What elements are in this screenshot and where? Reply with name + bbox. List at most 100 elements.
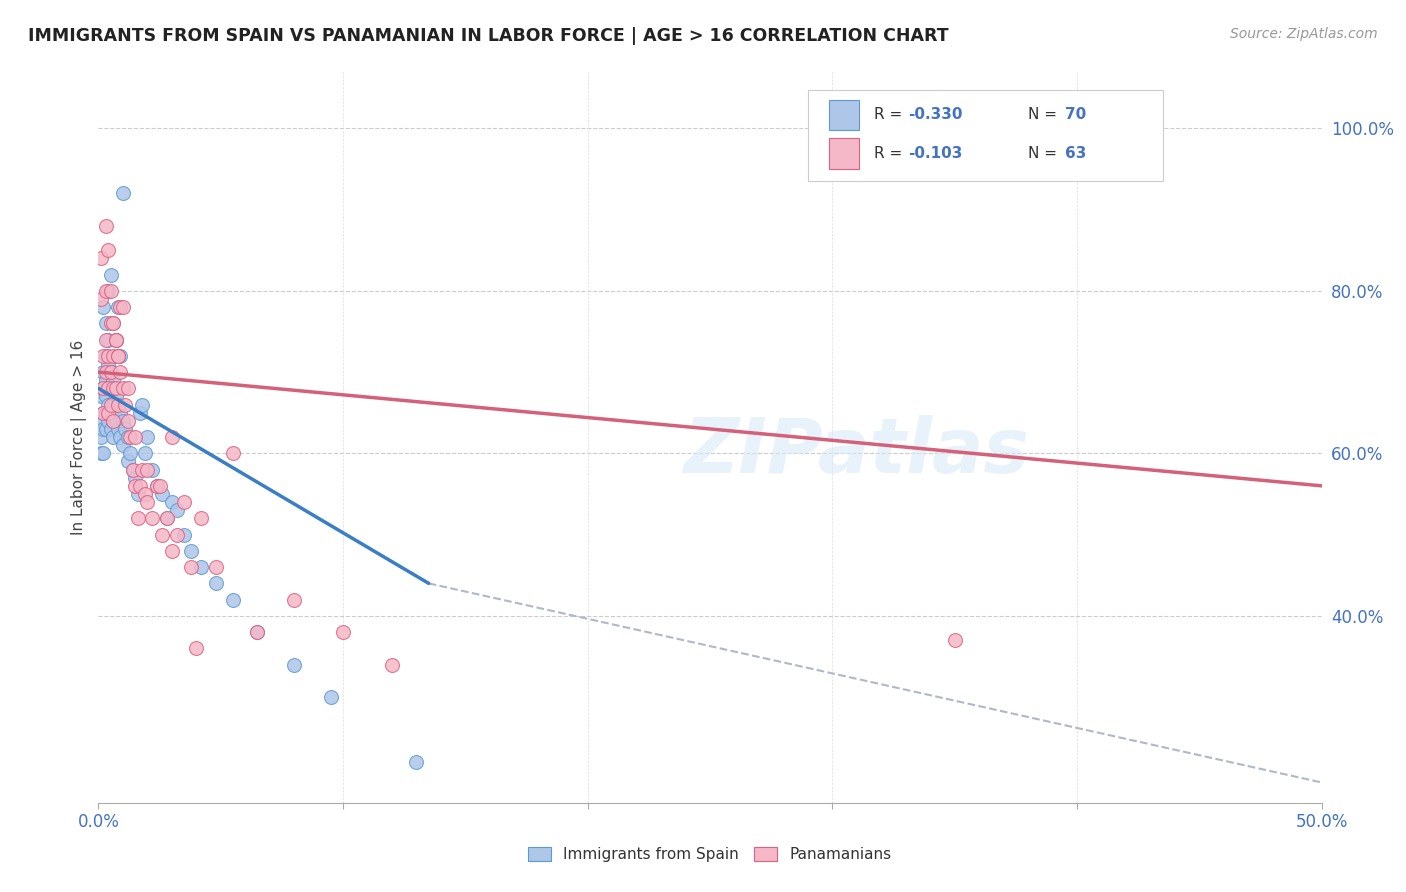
Point [110, 300, 132, 314]
Point [127, 487, 149, 501]
Point [97, 333, 120, 347]
Point [222, 592, 245, 607]
Point [91, 300, 114, 314]
Y-axis label: In Labor Force | Age > 16: In Labor Force | Age > 16 [72, 340, 87, 534]
Point [111, 381, 134, 395]
Point [94, 422, 117, 436]
Point [134, 446, 156, 460]
Point [205, 576, 228, 591]
Point [94, 284, 117, 298]
Point [124, 479, 146, 493]
Point [104, 389, 127, 403]
Point [117, 454, 139, 468]
Point [91, 349, 114, 363]
Point [319, 690, 342, 705]
Point [101, 316, 124, 330]
Point [246, 625, 269, 640]
Point [110, 430, 132, 444]
Point [91, 365, 114, 379]
Point [283, 592, 305, 607]
Point [190, 511, 212, 525]
Point [107, 422, 129, 436]
Point [160, 544, 183, 558]
Point [101, 349, 124, 363]
FancyBboxPatch shape [828, 100, 859, 130]
Point [107, 300, 129, 314]
Text: 63: 63 [1064, 146, 1087, 161]
Point [101, 373, 124, 387]
Point [149, 479, 172, 493]
Point [100, 365, 122, 379]
Point [180, 560, 202, 574]
Point [136, 430, 159, 444]
Point [90, 430, 112, 444]
FancyBboxPatch shape [808, 90, 1163, 181]
Point [90, 252, 112, 266]
Point [117, 430, 139, 444]
Point [100, 316, 122, 330]
Text: R =: R = [875, 146, 907, 161]
Point [166, 527, 188, 541]
Point [94, 365, 117, 379]
Point [97, 406, 120, 420]
Point [104, 414, 127, 428]
Point [97, 357, 120, 371]
Point [94, 373, 117, 387]
Point [91, 381, 114, 395]
Point [150, 527, 173, 541]
Point [110, 365, 132, 379]
Point [943, 633, 966, 648]
Point [156, 511, 179, 525]
Point [94, 389, 117, 403]
Point [91, 406, 114, 420]
Point [94, 349, 117, 363]
Point [101, 381, 124, 395]
Point [121, 462, 143, 476]
Point [150, 487, 173, 501]
Point [166, 503, 188, 517]
Point [190, 560, 212, 574]
Point [101, 414, 124, 428]
Point [100, 284, 122, 298]
Point [111, 300, 134, 314]
Point [131, 462, 153, 476]
Point [91, 381, 114, 395]
Point [94, 219, 117, 233]
Point [114, 422, 136, 436]
Point [100, 365, 122, 379]
Text: ZIPatlas: ZIPatlas [683, 415, 1029, 489]
Point [104, 333, 127, 347]
Point [94, 333, 117, 347]
Point [94, 316, 117, 330]
Text: 70: 70 [1064, 107, 1085, 122]
Point [134, 487, 156, 501]
Point [90, 389, 112, 403]
Point [129, 406, 152, 420]
Point [101, 430, 124, 444]
Point [121, 462, 143, 476]
Point [101, 398, 124, 412]
Text: R =: R = [875, 107, 907, 122]
Point [91, 422, 114, 436]
Point [114, 398, 136, 412]
Point [136, 495, 159, 509]
Text: IMMIGRANTS FROM SPAIN VS PANAMANIAN IN LABOR FORCE | AGE > 16 CORRELATION CHART: IMMIGRANTS FROM SPAIN VS PANAMANIAN IN L… [28, 27, 949, 45]
Point [97, 414, 120, 428]
Point [107, 398, 129, 412]
Point [186, 641, 208, 656]
Point [146, 479, 169, 493]
Point [129, 479, 152, 493]
Point [97, 398, 120, 412]
Point [381, 657, 404, 672]
Point [107, 398, 129, 412]
Point [136, 462, 159, 476]
Point [94, 406, 117, 420]
Point [97, 349, 120, 363]
Point [110, 349, 132, 363]
Text: N =: N = [1028, 107, 1062, 122]
Point [405, 755, 427, 769]
Point [90, 292, 112, 306]
Point [131, 398, 153, 412]
Point [91, 406, 114, 420]
Point [180, 544, 202, 558]
